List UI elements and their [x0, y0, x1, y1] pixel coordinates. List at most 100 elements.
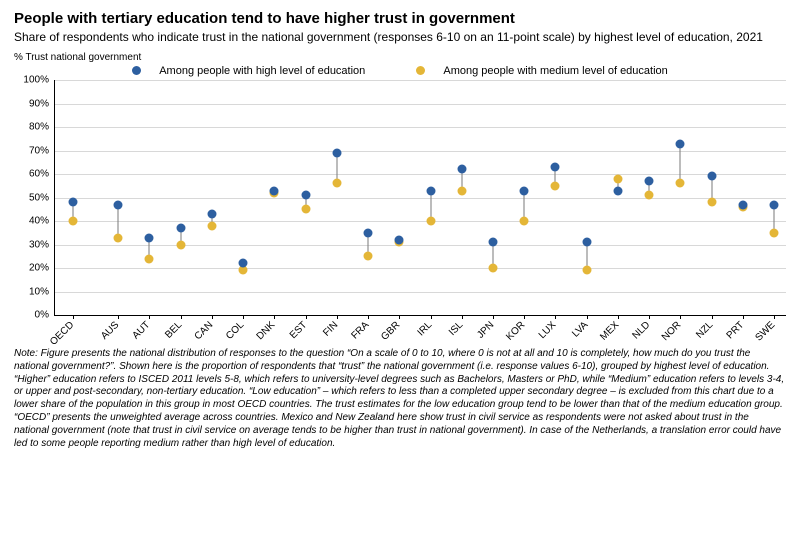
- x-axis-label: ISL: [447, 320, 471, 344]
- point-high: [207, 210, 216, 219]
- x-tick: [181, 315, 182, 319]
- x-axis-label: GBR: [380, 320, 409, 349]
- point-high: [114, 200, 123, 209]
- x-axis-label: COL: [224, 320, 252, 348]
- x-axis-label: AUT: [131, 320, 159, 348]
- chart-note: Note: Figure presents the national distr…: [14, 348, 786, 450]
- x-axis-label: KOR: [504, 320, 533, 349]
- point-medium: [176, 240, 185, 249]
- point-medium: [613, 174, 622, 183]
- x-tick: [462, 315, 463, 319]
- y-tick-label: 0%: [35, 310, 49, 321]
- point-medium: [770, 228, 779, 237]
- point-medium: [676, 179, 685, 188]
- x-axis-label: AUS: [99, 320, 127, 348]
- x-tick: [712, 315, 713, 319]
- grid-line: [55, 198, 786, 199]
- y-tick-label: 40%: [29, 216, 49, 227]
- point-high: [613, 186, 622, 195]
- point-medium: [69, 217, 78, 226]
- x-axis-label: EST: [287, 320, 314, 347]
- grid-line: [55, 127, 786, 128]
- chart: 0%10%20%30%40%50%60%70%80%90%100% OECDAU…: [14, 80, 786, 340]
- point-high: [364, 228, 373, 237]
- plot-area: 0%10%20%30%40%50%60%70%80%90%100%: [54, 80, 786, 316]
- legend-label-high: Among people with high level of educatio…: [159, 65, 365, 77]
- point-high: [520, 186, 529, 195]
- point-high: [301, 191, 310, 200]
- point-high: [457, 165, 466, 174]
- point-medium: [145, 254, 154, 263]
- point-medium: [707, 198, 716, 207]
- grid-line: [55, 268, 786, 269]
- y-axis-title: % Trust national government: [14, 52, 786, 63]
- x-tick: [618, 315, 619, 319]
- x-axis-label: BEL: [163, 320, 190, 347]
- x-axis-label: FRA: [349, 320, 377, 348]
- point-high: [738, 200, 747, 209]
- x-tick: [649, 315, 650, 319]
- point-high: [645, 177, 654, 186]
- point-medium: [488, 264, 497, 273]
- x-axis-label: JPN: [475, 320, 502, 347]
- point-high: [145, 233, 154, 242]
- x-tick: [274, 315, 275, 319]
- y-tick-label: 90%: [29, 98, 49, 109]
- x-axis-label: LUX: [537, 320, 564, 347]
- x-tick: [149, 315, 150, 319]
- grid-line: [55, 151, 786, 152]
- point-high: [551, 163, 560, 172]
- chart-subtitle: Share of respondents who indicate trust …: [14, 30, 786, 46]
- x-tick: [73, 315, 74, 319]
- point-medium: [332, 179, 341, 188]
- x-axis-label: CAN: [193, 320, 221, 348]
- x-axis-label: NOR: [660, 320, 689, 349]
- grid-line: [55, 174, 786, 175]
- y-tick-label: 70%: [29, 145, 49, 156]
- x-tick: [587, 315, 588, 319]
- grid-line: [55, 104, 786, 105]
- point-high: [176, 224, 185, 233]
- x-axis-label: DNK: [255, 320, 283, 348]
- x-tick: [399, 315, 400, 319]
- x-axis-label: MEX: [598, 320, 627, 349]
- x-axis-label: NZL: [694, 320, 721, 347]
- point-medium: [582, 266, 591, 275]
- y-tick-label: 20%: [29, 263, 49, 274]
- point-medium: [426, 217, 435, 226]
- point-high: [488, 238, 497, 247]
- grid-line: [55, 292, 786, 293]
- x-tick: [743, 315, 744, 319]
- x-tick: [493, 315, 494, 319]
- x-tick: [306, 315, 307, 319]
- x-axis-label: FIN: [321, 320, 346, 345]
- point-medium: [301, 205, 310, 214]
- point-high: [69, 198, 78, 207]
- x-tick: [555, 315, 556, 319]
- legend-label-medium: Among people with medium level of educat…: [443, 65, 667, 77]
- point-high: [676, 139, 685, 148]
- point-medium: [457, 186, 466, 195]
- x-tick: [431, 315, 432, 319]
- point-medium: [114, 233, 123, 242]
- x-tick: [212, 315, 213, 319]
- legend-item-medium: Among people with medium level of educat…: [404, 65, 679, 77]
- point-high: [582, 238, 591, 247]
- legend: Among people with high level of educatio…: [14, 65, 786, 79]
- legend-dot-medium-icon: [416, 66, 425, 75]
- legend-item-high: Among people with high level of educatio…: [120, 65, 377, 77]
- y-tick-label: 50%: [29, 192, 49, 203]
- x-tick: [774, 315, 775, 319]
- y-tick-label: 100%: [23, 75, 49, 86]
- point-medium: [645, 191, 654, 200]
- connector: [680, 144, 681, 184]
- x-tick: [680, 315, 681, 319]
- point-medium: [551, 181, 560, 190]
- point-high: [332, 148, 341, 157]
- point-high: [239, 259, 248, 268]
- y-tick-label: 60%: [29, 169, 49, 180]
- x-axis-label: PRT: [724, 320, 751, 347]
- point-high: [395, 235, 404, 244]
- point-medium: [520, 217, 529, 226]
- x-axis-label: SWE: [753, 320, 783, 350]
